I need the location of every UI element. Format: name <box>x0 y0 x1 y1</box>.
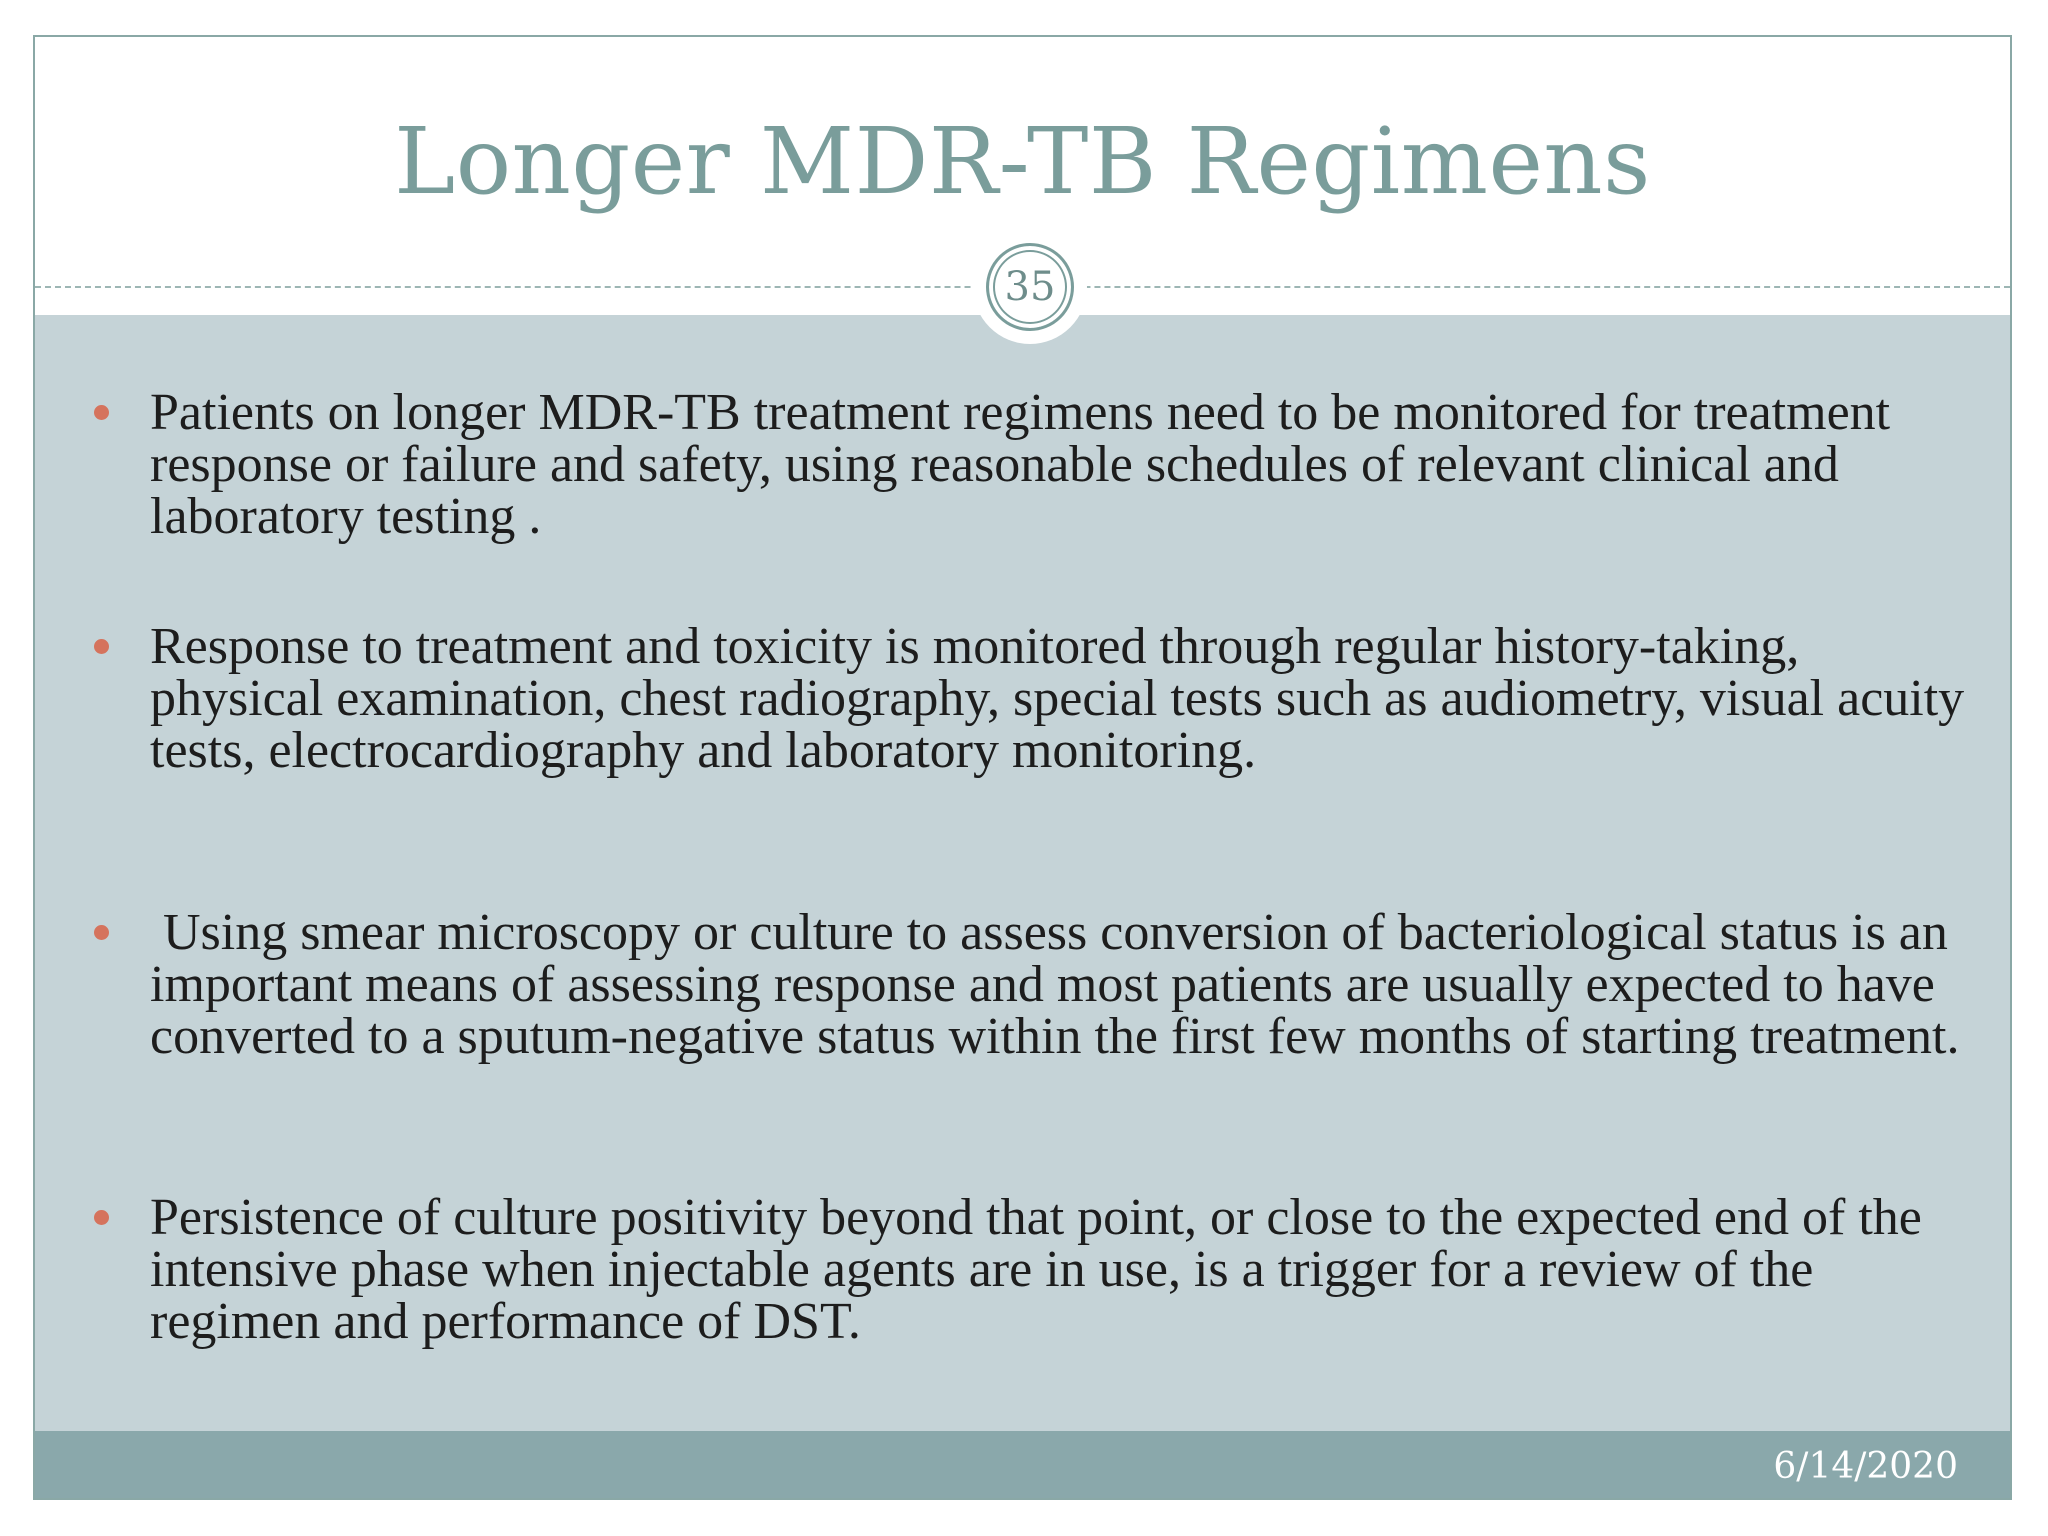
slide-number-ring: 35 <box>986 243 1074 331</box>
bullet-text-4: Persistence of culture positivity beyond… <box>150 1189 1935 1350</box>
footer-date: 6/14/2020 <box>1773 1446 1958 1487</box>
slide-footer: 6/14/2020 <box>35 1431 2010 1498</box>
bullet-list: Patients on longer MDR-TB treatment regi… <box>35 315 2010 1431</box>
bullet-item-4: Persistence of culture positivity beyond… <box>94 1189 1980 1350</box>
bullet-marker-icon <box>94 639 109 654</box>
bullet-item-3: Using smear microscopy or culture to ass… <box>94 904 1980 1065</box>
bullet-marker-icon <box>94 1210 109 1225</box>
presentation-slide: Longer MDR-TB Regimens 35 Patients on lo… <box>33 35 2012 1500</box>
bullet-marker-icon <box>94 405 109 420</box>
bullet-text-2: Response to treatment and toxicity is mo… <box>150 618 1978 779</box>
slide-number-badge: 35 <box>973 230 1087 344</box>
slide-body: Patients on longer MDR-TB treatment regi… <box>35 315 2010 1431</box>
bullet-item-2: Response to treatment and toxicity is mo… <box>94 618 1980 779</box>
bullet-marker-icon <box>94 925 109 940</box>
bullet-text-3: Using smear microscopy or culture to ass… <box>150 904 1961 1065</box>
slide-title: Longer MDR-TB Regimens <box>394 108 1651 215</box>
slide-number: 35 <box>1004 264 1056 310</box>
bullet-item-1: Patients on longer MDR-TB treatment regi… <box>94 384 1980 545</box>
bullet-text-1: Patients on longer MDR-TB treatment regi… <box>150 384 1904 545</box>
